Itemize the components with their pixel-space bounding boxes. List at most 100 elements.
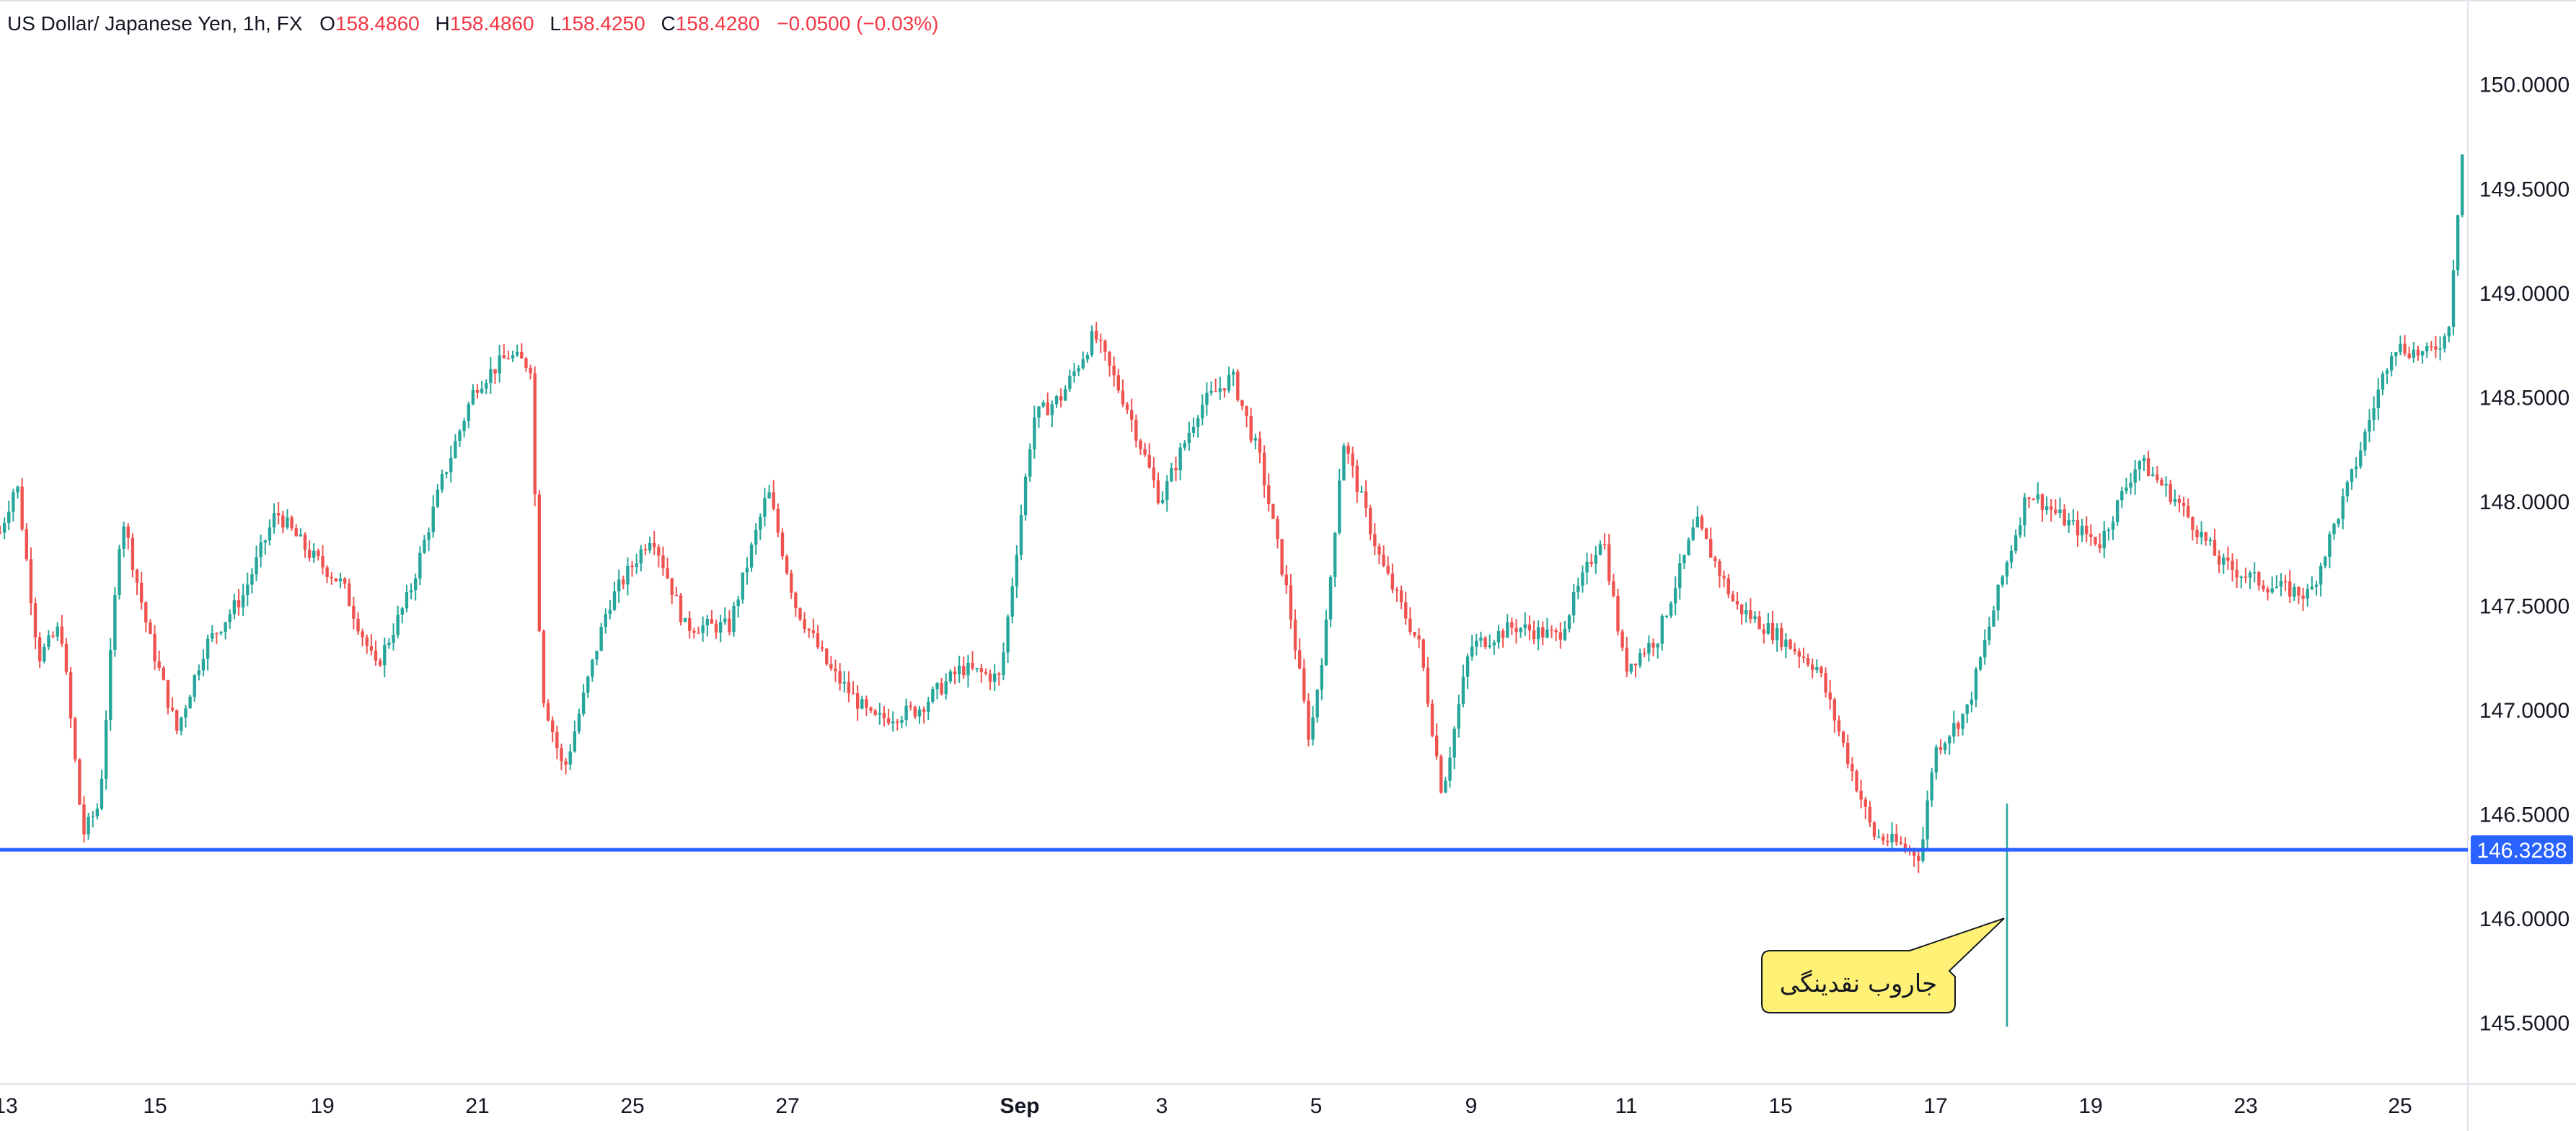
candle-body (749, 545, 754, 568)
candle-body (1903, 843, 1907, 849)
price-tick-label: 149.5000 (2479, 177, 2570, 201)
candle-body (1099, 339, 1103, 341)
candle-body (1647, 643, 1651, 654)
candle-body (1023, 476, 1028, 516)
candle-body (1311, 717, 1315, 740)
candle-body (2376, 390, 2381, 408)
candle-body (374, 650, 378, 661)
candle-body (1324, 620, 1328, 666)
candle-body (979, 668, 984, 672)
candle-body (882, 713, 886, 718)
candle-body (692, 630, 696, 633)
candle-body (948, 671, 953, 682)
candle-body (361, 631, 364, 638)
candle-body (1488, 645, 1491, 648)
candle-body (1691, 527, 1695, 540)
candle-body (378, 660, 382, 666)
candle-body (1240, 400, 1244, 406)
candle-body (595, 651, 599, 660)
candle-body (1739, 604, 1744, 615)
candle-body (1253, 438, 1258, 441)
candle-body (2416, 349, 2420, 356)
candle-body (184, 708, 188, 718)
candle-body (2032, 498, 2035, 501)
candle-body (1527, 624, 1532, 630)
candle-body (1457, 704, 1461, 729)
candle-body (838, 671, 842, 684)
candle-body (542, 631, 546, 703)
candle-body (635, 563, 638, 567)
candle-body (215, 633, 219, 635)
candle-body (2443, 336, 2446, 349)
candle-body (201, 659, 206, 671)
candle-body (2169, 483, 2172, 502)
open-value: 158.4860 (335, 12, 420, 35)
candle-body (2146, 458, 2151, 476)
candle-body (1886, 840, 1889, 842)
candle-body (118, 548, 121, 596)
candle-body (560, 748, 563, 762)
candle-body (533, 373, 537, 495)
candle-body (1258, 438, 1262, 453)
candle-body (392, 635, 395, 643)
candle-body (718, 622, 723, 633)
candle-body (657, 547, 661, 556)
candle-body (1735, 601, 1739, 604)
candle-body (1077, 368, 1080, 371)
candle-body (683, 617, 687, 622)
candle-body (630, 566, 634, 568)
candle-body (992, 673, 997, 682)
time-tick-label: 27 (775, 1094, 799, 1118)
candle-body (2425, 346, 2429, 352)
candle-body (396, 615, 400, 635)
candle-body (193, 675, 196, 697)
candle-body (551, 720, 555, 732)
header-legend: US Dollar/ Japanese Yen, 1h, FX O158.486… (7, 12, 938, 35)
price-axis[interactable]: 150.0000 149.5000 149.0000 148.5000 148.0000… (2479, 74, 2570, 1036)
candle-body (1249, 416, 1253, 441)
candle-body (1571, 592, 1576, 616)
candle-body (197, 670, 201, 676)
time-axis[interactable]: 13 15 19 21 25 27 Sep 3 5 9 11 15 17 19 23 25 (0, 1094, 2412, 1118)
candle-body (896, 721, 899, 723)
candle-body (2063, 509, 2066, 526)
candle-body (237, 600, 241, 608)
candle-body (1695, 516, 1700, 528)
candle-body (1501, 630, 1505, 638)
candle-body (2054, 509, 2057, 514)
candle-body (2337, 519, 2340, 524)
callout-annotation[interactable]: جاروب نقدینگی (1761, 917, 2005, 1013)
candle-body (1236, 371, 1240, 400)
price-tick-label: 147.5000 (2479, 595, 2570, 619)
candle-body (1851, 764, 1854, 772)
candle-body (1749, 610, 1752, 619)
candle-body (2151, 474, 2155, 476)
candle-body (1996, 584, 2000, 611)
candle-body (1359, 491, 1364, 493)
candle-body (506, 358, 511, 360)
candle-body (1713, 558, 1717, 562)
candle-body (661, 555, 665, 568)
candle-body (1633, 664, 1638, 666)
candle-body (984, 672, 988, 674)
candle-body (1664, 615, 1669, 617)
time-tick-label: 17 (1923, 1094, 1947, 1118)
candle-body (423, 540, 426, 553)
candle-body (369, 646, 374, 651)
candle-body (1373, 534, 1377, 547)
candle-body (276, 513, 281, 516)
candle-body (170, 708, 175, 710)
candle-body (64, 643, 69, 672)
candle-body (489, 369, 493, 384)
candle-body (1130, 410, 1134, 420)
candle-body (1002, 652, 1005, 675)
price-tick-label: 150.0000 (2479, 74, 2570, 97)
candle-body (710, 619, 714, 624)
candle-body (900, 719, 904, 723)
callout-text: جاروب نقدینگی (1780, 969, 1937, 998)
candle-body (728, 618, 731, 632)
candle-body (1245, 405, 1248, 417)
candle-body (126, 526, 130, 538)
candle-body (1430, 703, 1434, 736)
